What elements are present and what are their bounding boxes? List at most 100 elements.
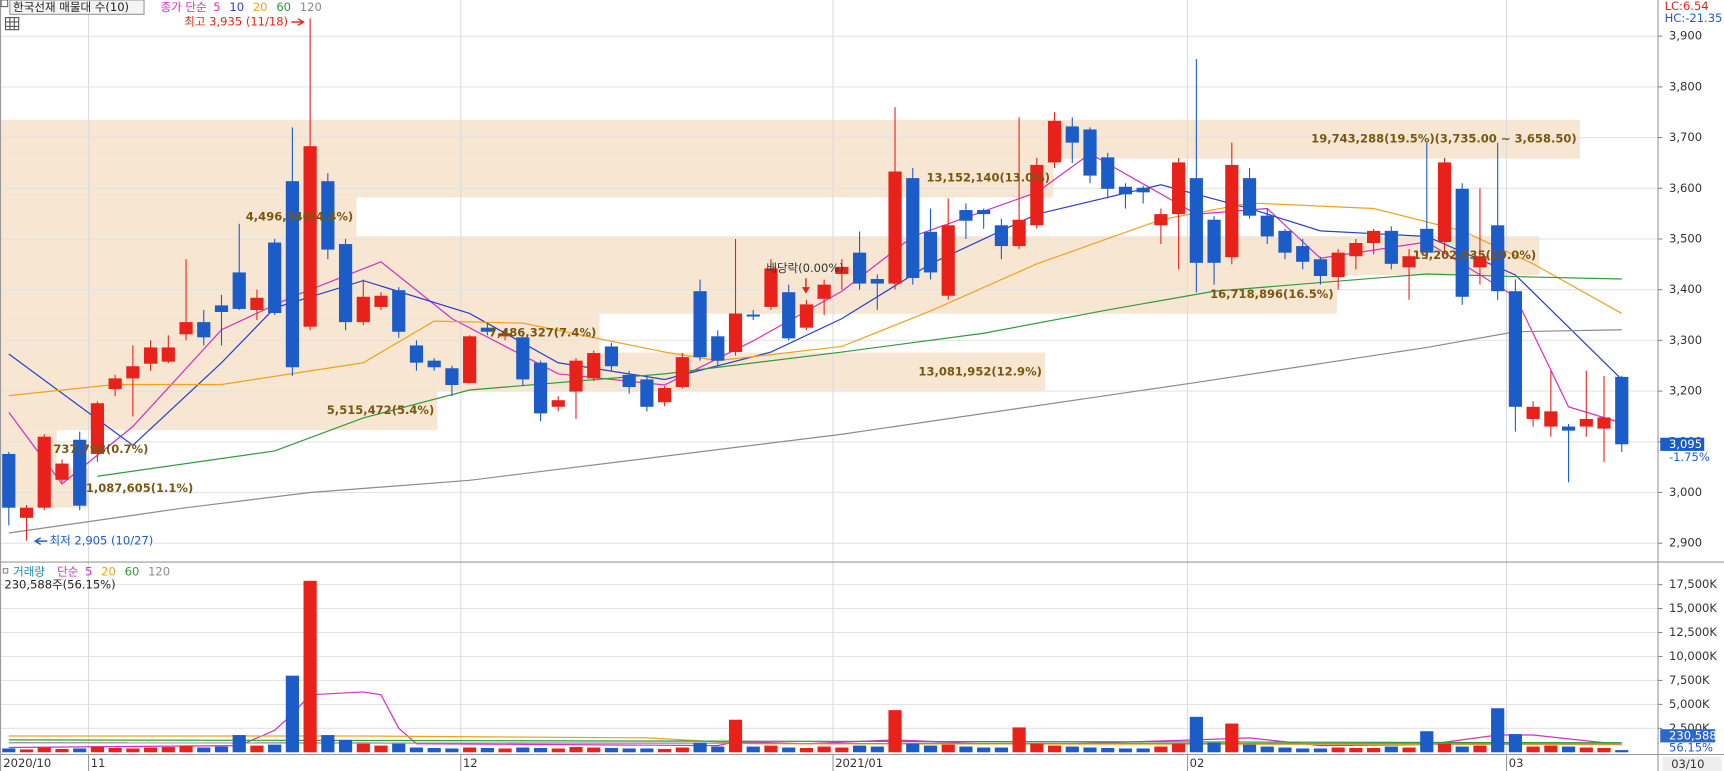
volume-bar xyxy=(1349,747,1363,753)
candle-body xyxy=(1597,417,1611,429)
zone-label: 13,152,140(13.0%) xyxy=(927,171,1050,185)
candle-body xyxy=(409,345,424,363)
candle-body xyxy=(197,322,211,338)
volume-bar xyxy=(817,746,831,753)
title-box[interactable] xyxy=(9,0,145,15)
zone-label: 16,718,896(16.5%) xyxy=(1210,287,1333,301)
candle-body xyxy=(19,507,34,518)
volume-bar xyxy=(1491,708,1505,753)
volume-bar xyxy=(1260,746,1274,753)
volume-bar xyxy=(516,747,530,753)
candle-body xyxy=(37,436,51,508)
ma-line xyxy=(8,184,1623,447)
volume-bar xyxy=(728,719,743,753)
candle-body xyxy=(693,291,707,358)
volume-bar xyxy=(1225,723,1239,753)
zone-label: 13,081,952(12.9%) xyxy=(918,364,1041,378)
candle-body xyxy=(1384,230,1398,264)
volume-bar xyxy=(658,748,672,753)
candle-body xyxy=(463,336,477,383)
candle-body xyxy=(303,146,317,327)
legend-entry: 60 xyxy=(125,564,140,578)
volume-bar xyxy=(1030,743,1044,753)
zone-label: 5,515,472(5.4%) xyxy=(327,403,434,417)
supply-zone xyxy=(0,158,1054,198)
candle-body xyxy=(1260,215,1274,237)
candle-body xyxy=(108,378,122,390)
candle-body xyxy=(90,403,105,454)
y-tick-label: 3,600 xyxy=(1669,181,1702,195)
candle-body xyxy=(640,379,654,407)
candle-body xyxy=(1030,164,1044,226)
chart-title: 한국선재 매물대 수(10) xyxy=(13,0,129,14)
candle-body xyxy=(338,244,353,323)
candle-body xyxy=(179,322,193,335)
candle-body xyxy=(1331,252,1345,278)
candle-body xyxy=(1278,230,1292,253)
volume-bar xyxy=(303,580,317,753)
volume-bar xyxy=(1296,748,1310,753)
candle-body xyxy=(2,453,16,508)
volume-bar xyxy=(1189,716,1203,753)
candle-body xyxy=(1526,406,1540,419)
candle-body xyxy=(232,272,246,309)
moving-averages xyxy=(8,153,1623,749)
volume-bar xyxy=(569,747,583,753)
date-box xyxy=(1662,756,1722,771)
legend-entry: 5 xyxy=(85,564,92,578)
volume-bar xyxy=(551,748,565,753)
candle-body xyxy=(728,313,743,353)
ma-line xyxy=(8,329,1622,534)
candle-body xyxy=(126,366,140,379)
volume-bar xyxy=(1065,746,1079,753)
candle-body xyxy=(852,252,867,284)
y-tick-label: 3,800 xyxy=(1669,79,1702,93)
candle-body xyxy=(835,266,849,274)
volume-bar xyxy=(232,735,246,753)
candle-body xyxy=(551,400,565,407)
event-annotation: 배당락(0.00%) xyxy=(766,261,843,275)
candle-body xyxy=(1242,178,1257,216)
candle-body xyxy=(143,347,158,364)
hc-label: HC:-21.35 xyxy=(1665,11,1723,25)
legend-title: 단순 xyxy=(57,564,79,578)
volume-bar xyxy=(622,748,636,753)
candle-body xyxy=(321,181,335,250)
y-tick-label: 10,000K xyxy=(1669,649,1717,663)
volume-box xyxy=(1660,729,1716,743)
candle-body xyxy=(1296,246,1310,262)
candle-body xyxy=(977,210,991,215)
y-tick-label: 3,200 xyxy=(1669,384,1702,398)
candle-body xyxy=(711,336,725,361)
legend-entry: 20 xyxy=(101,564,116,578)
volume-bar xyxy=(675,747,689,753)
legend-entry: 20 xyxy=(253,0,268,14)
volume-bar xyxy=(1331,747,1345,753)
candle-body xyxy=(73,439,87,506)
volume-bar xyxy=(55,748,69,753)
table-icon[interactable] xyxy=(4,17,20,31)
ma-line xyxy=(8,202,1623,397)
x-tick-label: 03 xyxy=(1509,756,1524,770)
volume-bar xyxy=(1047,745,1062,753)
volume-bar xyxy=(250,745,264,753)
y-tick-label: 15,000K xyxy=(1669,601,1717,615)
candle-body xyxy=(569,360,583,392)
volume-bar xyxy=(463,747,477,753)
candle-body xyxy=(55,463,69,480)
candle-body xyxy=(268,242,282,313)
supply-zone xyxy=(0,274,1337,314)
candle-body xyxy=(1473,256,1487,268)
change-label: -1.75% xyxy=(1669,450,1710,464)
candle-body xyxy=(1402,256,1416,268)
volume-bar xyxy=(285,675,299,753)
candle-body xyxy=(1349,243,1363,257)
volume-bar xyxy=(1544,745,1558,753)
candle-body xyxy=(764,268,778,307)
candle-body xyxy=(1544,411,1558,427)
volume-bar xyxy=(1278,747,1292,753)
volume-bar xyxy=(782,747,796,753)
candle-body xyxy=(1455,188,1469,297)
legend-entry: 10 xyxy=(229,0,244,14)
